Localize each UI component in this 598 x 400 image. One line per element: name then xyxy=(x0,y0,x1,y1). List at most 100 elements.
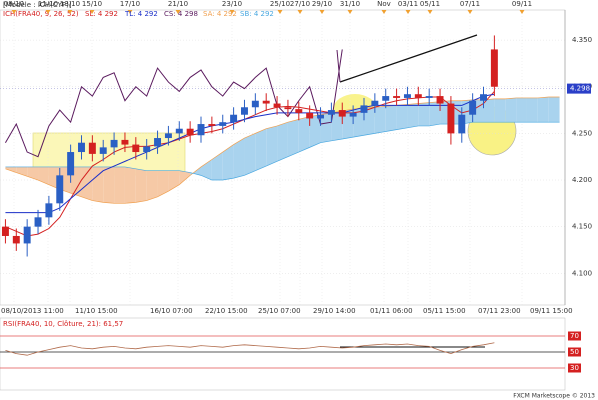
cloud-segment xyxy=(157,170,169,197)
candle-body xyxy=(45,203,53,218)
cloud-segment xyxy=(526,97,538,123)
cloud-segment xyxy=(211,152,223,181)
candle-body xyxy=(317,114,325,119)
cloud-segment xyxy=(494,98,506,123)
legend-entry: CS: 4 298 xyxy=(164,10,198,18)
candle-body xyxy=(360,105,368,113)
candle-body xyxy=(121,139,129,145)
date-label: 29/10 xyxy=(312,0,332,8)
date-marker xyxy=(127,10,133,14)
y-tick-label: 4.250 xyxy=(572,129,592,137)
date-label: 23/10 xyxy=(222,0,242,8)
over-layer xyxy=(336,34,485,348)
candle-body xyxy=(230,114,238,123)
candle-body xyxy=(490,49,498,87)
date-marker xyxy=(405,10,411,14)
time-label: 01/11 06:00 xyxy=(370,307,413,315)
date-label: 11/10 xyxy=(38,0,58,8)
rsi-frame xyxy=(0,317,566,391)
cloud-segment xyxy=(179,170,191,185)
cloud-segment xyxy=(407,103,419,128)
legend-entry: TL: 4 292 xyxy=(124,10,158,18)
cloud-segment xyxy=(374,106,386,134)
candle-body xyxy=(1,226,9,236)
time-label: 25/10 07:00 xyxy=(258,307,301,315)
cloud-segment xyxy=(233,138,245,179)
time-label: 09/11 15:00 xyxy=(530,307,573,315)
date-label: 15/10 xyxy=(82,0,102,8)
time-label: 22/10 15:00 xyxy=(205,307,248,315)
candle-body xyxy=(154,138,162,147)
last-price-label: 4.298 xyxy=(570,85,590,93)
tenkan-line xyxy=(5,91,495,237)
date-label: 31/10 xyxy=(340,0,360,8)
cloud-segment xyxy=(201,159,212,181)
date-marker xyxy=(175,10,181,14)
candle-body xyxy=(56,175,64,204)
rsi-tick-label: 70 xyxy=(570,332,579,340)
date-marker xyxy=(89,10,95,14)
last-price-box xyxy=(567,83,591,94)
cloud-segment xyxy=(27,166,39,181)
candle-body xyxy=(393,96,401,98)
time-label: 08/10/2013 11:00 xyxy=(1,307,64,315)
candle-body xyxy=(164,133,172,139)
chikou-line xyxy=(5,49,343,158)
date-marker xyxy=(11,10,17,14)
cloud-segment xyxy=(298,116,310,153)
cloud-segment xyxy=(429,101,441,126)
cloud-segment xyxy=(135,168,147,203)
candle-body xyxy=(186,128,194,136)
date-label: 13/10 xyxy=(60,0,80,8)
date-label: 27/10 xyxy=(290,0,310,8)
cloud-segment xyxy=(363,107,375,136)
rsi-title: RSI(FRA40, 10, Clôture, 21): 61,57 xyxy=(3,320,123,328)
date-label: 17/10 xyxy=(120,0,140,8)
legend-entry: SL: 4 292 xyxy=(85,10,118,18)
trend-line xyxy=(339,34,478,83)
candle-body xyxy=(143,146,151,153)
candle-body xyxy=(480,94,487,101)
date-label: 21/10 xyxy=(168,0,188,8)
date-label: 05/11 xyxy=(420,0,440,8)
kijun-line xyxy=(5,93,495,214)
cloud-segment xyxy=(5,166,17,173)
candle-body xyxy=(251,100,259,108)
candle-body xyxy=(78,142,85,153)
candle-body xyxy=(219,122,227,126)
cloud-segment xyxy=(92,166,104,203)
cloud-segment xyxy=(418,102,430,126)
candle-body xyxy=(349,112,357,117)
cloud-segment xyxy=(81,166,93,201)
date-marker xyxy=(467,10,473,14)
main-layer xyxy=(1,35,560,257)
candle-body xyxy=(197,124,205,136)
candle-body xyxy=(338,110,346,117)
cloud-segment xyxy=(516,97,527,123)
cloud-segment xyxy=(320,112,332,143)
candle-body xyxy=(110,139,118,148)
cloud-segment xyxy=(124,166,136,204)
candle-body xyxy=(175,128,183,134)
date-label: 07/11 xyxy=(460,0,480,8)
cloud-segment xyxy=(244,133,256,176)
legend-entry: SA: 4 292 xyxy=(203,10,237,18)
rsi-tick-label: 30 xyxy=(570,364,579,372)
date-marker xyxy=(381,10,387,14)
candle-body xyxy=(458,114,466,134)
date-marker xyxy=(347,10,353,14)
date-label: 03/11 xyxy=(398,0,418,8)
cloud-segment xyxy=(255,128,267,171)
date-label: 09/10 xyxy=(4,0,24,8)
candle-body xyxy=(132,144,140,153)
time-label: 05/11 15:00 xyxy=(423,307,466,315)
trend-line xyxy=(336,49,341,83)
date-marker xyxy=(229,10,235,14)
cloud-segment xyxy=(396,104,408,130)
candle-body xyxy=(34,217,42,227)
candle-body xyxy=(12,235,20,244)
cloud-segment xyxy=(483,98,495,123)
candle-body xyxy=(99,147,107,154)
candle-body xyxy=(273,103,281,108)
